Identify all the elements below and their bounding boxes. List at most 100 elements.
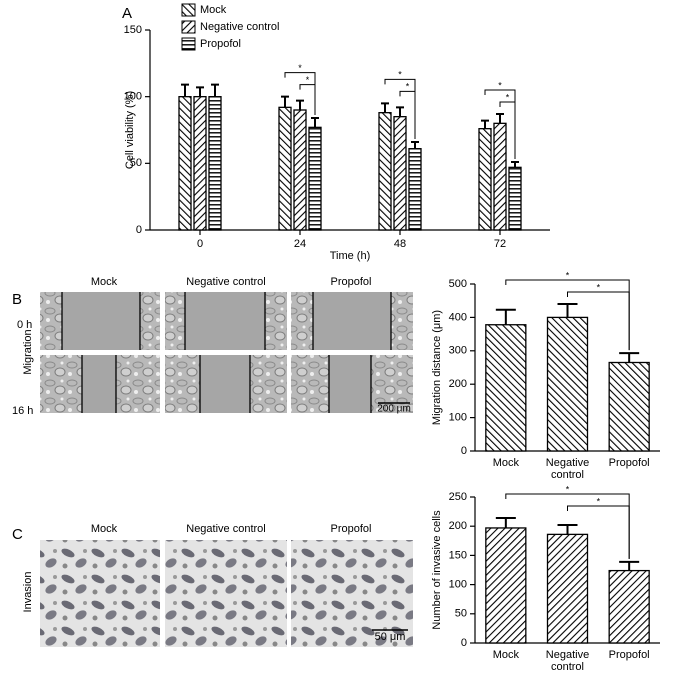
legend-swatch <box>181 20 196 34</box>
bar <box>408 148 422 231</box>
x-tick-label-box: Mock <box>492 649 519 661</box>
y-tick-label: 100 <box>449 412 467 424</box>
legend-label: Mock <box>200 4 227 16</box>
bar <box>546 316 589 452</box>
error-bar <box>557 303 578 318</box>
significance-label: * <box>566 484 570 494</box>
y-tick-label: 100 <box>449 579 467 591</box>
bar <box>193 96 207 231</box>
y-tick-label: 250 <box>449 491 467 503</box>
panel-label: C <box>12 526 23 543</box>
row-label: 0 h <box>17 319 32 331</box>
x-tick-label-box: Negative control <box>545 649 590 673</box>
error-bar <box>381 102 389 113</box>
wound-gap <box>185 292 265 350</box>
column-label: Propofol <box>331 276 372 288</box>
significance-bracket <box>499 101 516 159</box>
y-tick-label: 500 <box>449 278 467 290</box>
error-bar <box>481 119 489 129</box>
x-tick-label-box: Negative control <box>545 457 590 481</box>
error-bar <box>495 517 516 528</box>
y-tick-label: 0 <box>461 637 467 649</box>
error-bar <box>411 141 419 149</box>
bar <box>608 569 650 644</box>
row-group-label: Migration <box>22 329 34 374</box>
column-label: Mock <box>91 276 118 288</box>
y-tick-label: 0 <box>136 224 142 236</box>
x-axis-label: Time (h) <box>330 250 371 262</box>
significance-bracket <box>399 90 416 139</box>
error-bar <box>496 113 504 124</box>
micrograph <box>291 540 413 647</box>
bar <box>508 166 522 231</box>
legend-swatch <box>181 3 196 17</box>
error-bar <box>557 524 578 535</box>
scale-bar-label: 200 μm <box>377 404 411 415</box>
error-bar <box>619 560 640 571</box>
panel-label: A <box>122 5 132 22</box>
bar <box>378 112 392 231</box>
x-tick-label: Mock <box>492 457 519 469</box>
y-tick-label: 50 <box>130 157 142 169</box>
error-bar <box>619 352 640 363</box>
x-tick-label: Propofol <box>608 457 650 469</box>
significance-label: * <box>298 63 302 73</box>
y-axis-label: Migration distance (μm) <box>431 310 443 425</box>
row-group-label: Invasion <box>22 572 34 613</box>
bar <box>308 126 322 231</box>
x-tick-label: 48 <box>394 238 406 250</box>
wound-gap <box>82 355 116 413</box>
significance-bracket <box>567 505 630 559</box>
y-tick-label: 200 <box>449 378 467 390</box>
row-label: 16 h <box>12 405 33 417</box>
y-tick-label: 150 <box>449 549 467 561</box>
bar <box>478 128 492 231</box>
micrograph <box>40 540 160 647</box>
significance-label: * <box>306 75 310 85</box>
error-bar <box>495 308 516 325</box>
wound-gap <box>62 292 140 350</box>
y-tick-label: 50 <box>455 608 467 620</box>
error-bar <box>396 106 404 117</box>
wound-gap <box>329 355 371 413</box>
bar <box>178 96 192 231</box>
y-tick-label: 400 <box>449 311 467 323</box>
legend-swatch <box>181 37 196 51</box>
legend-label: Negative control <box>200 21 280 33</box>
significance-label: * <box>506 92 510 102</box>
y-tick-label: 300 <box>449 345 467 357</box>
significance-bracket <box>567 291 630 351</box>
x-tick-label-box: Propofol <box>608 457 650 469</box>
error-bar <box>281 95 289 108</box>
bar <box>278 106 292 231</box>
y-tick-label: 200 <box>449 520 467 532</box>
error-bar <box>511 161 519 168</box>
y-tick-label: 100 <box>124 91 142 103</box>
error-bar <box>196 86 204 97</box>
y-tick-label: 0 <box>461 445 467 457</box>
x-tick-label: 24 <box>294 238 306 250</box>
micrographs <box>40 292 413 647</box>
panel-label: B <box>12 291 22 308</box>
bar <box>485 527 527 644</box>
bar <box>485 324 527 452</box>
bar <box>493 122 507 231</box>
x-tick-label: Mock <box>492 649 519 661</box>
error-bar <box>311 117 319 128</box>
y-axis-label: Cell viability (%) <box>124 91 136 169</box>
significance-label: * <box>406 82 410 92</box>
x-tick-label-box: Mock <box>492 457 519 469</box>
x-tick-label: Negative control <box>545 457 590 481</box>
x-tick-label: Propofol <box>608 649 650 661</box>
error-bar <box>181 83 189 97</box>
wound-gap <box>313 292 391 350</box>
bar <box>546 533 589 644</box>
x-tick-label: Negative control <box>545 649 590 673</box>
significance-label: * <box>398 70 402 80</box>
significance-label: * <box>597 282 601 292</box>
x-tick-label: 72 <box>494 238 506 250</box>
significance-label: * <box>597 496 601 506</box>
error-bar <box>211 83 219 97</box>
legend-label: Propofol <box>200 38 241 50</box>
